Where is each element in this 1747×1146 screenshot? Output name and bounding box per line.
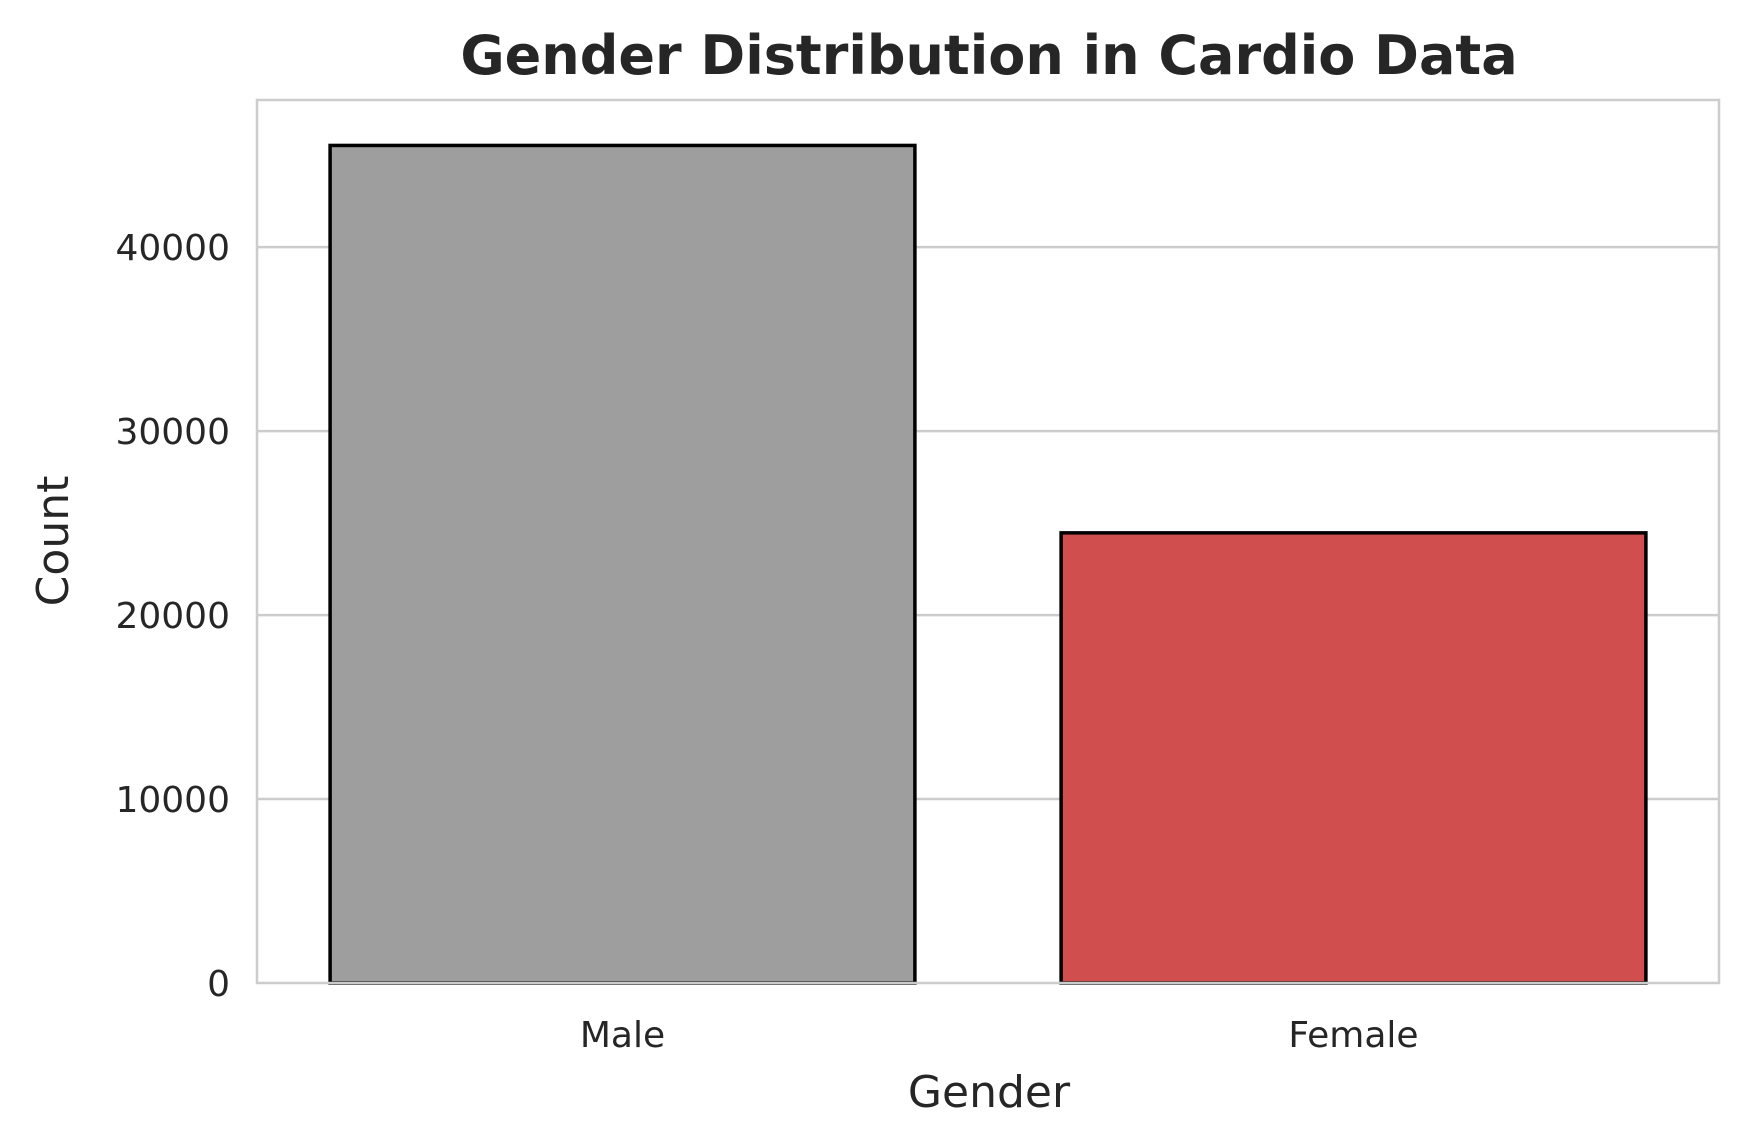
y-axis-ticks: 0 10000 20000 30000 40000 <box>115 228 230 1005</box>
y-tick-label: 10000 <box>115 780 230 821</box>
bar-male <box>328 143 917 985</box>
bar-female <box>1059 531 1648 985</box>
plot-frame <box>255 98 1721 985</box>
y-tick-label: 20000 <box>115 596 230 637</box>
y-tick-label: 30000 <box>115 412 230 453</box>
chart-title: Gender Distribution in Cardio Data <box>460 24 1517 87</box>
x-axis-ticks: Male Female <box>580 1015 1419 1056</box>
x-tick-label: Male <box>580 1015 665 1056</box>
x-axis-label: Gender <box>908 1067 1071 1118</box>
y-axis-label: Count <box>28 476 79 607</box>
y-tick-label: 40000 <box>115 228 230 269</box>
x-tick-label: Female <box>1288 1015 1418 1056</box>
y-tick-label: 0 <box>207 964 230 1005</box>
